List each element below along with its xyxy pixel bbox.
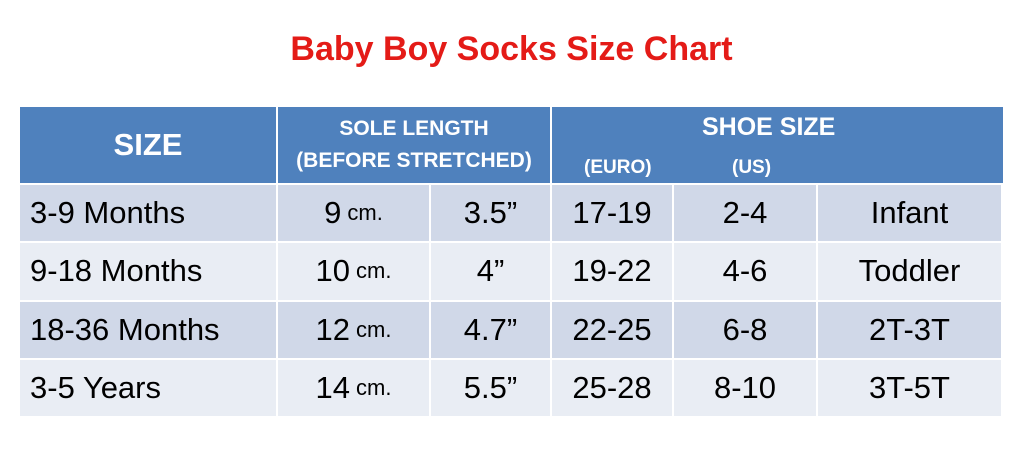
cell-text: 14 — [315, 369, 351, 405]
cell-text: 10 — [315, 253, 351, 289]
cell-text: 18-36 Months — [30, 311, 220, 347]
table-cell: 8-10 — [674, 357, 818, 416]
table-cell: 5.5” — [431, 357, 552, 416]
chart-title: Baby Boy Socks Size Chart — [290, 30, 733, 68]
table-cell: 22-25 — [552, 299, 674, 358]
table-cell: 17-19 — [552, 183, 674, 242]
table-cell: 2T-3T — [818, 299, 1003, 358]
cell-text: 12 — [315, 311, 351, 347]
cell-text: 4.7” — [463, 311, 518, 347]
table-cell: 4” — [431, 241, 552, 300]
table-cell: 9 cm. — [278, 183, 431, 242]
cell-text: 8-10 — [713, 369, 777, 405]
cell-text: 3-5 Years — [30, 369, 161, 405]
header-text: SHOE SIZE — [702, 113, 836, 141]
cell-text: 9-18 Months — [30, 253, 203, 289]
table-cell: 4-6 — [674, 241, 818, 300]
cell-unit: cm. — [356, 374, 392, 400]
header-text: (EURO) — [584, 157, 652, 178]
cell-text: 17-19 — [572, 195, 652, 231]
header-cell: SHOE SIZE (EURO) (US) — [552, 107, 1003, 183]
cell-text: 25-28 — [572, 369, 652, 405]
header-cell: SIZE — [20, 107, 278, 183]
table-cell: 10 cm. — [278, 241, 431, 300]
table-cell: Toddler — [818, 241, 1003, 300]
table-cell: 18-36 Months — [20, 299, 278, 358]
table-cell: 12 cm. — [278, 299, 431, 358]
header-text: SOLE LENGTH — [339, 117, 489, 140]
header-text: SIZE — [113, 127, 183, 162]
table-cell: 6-8 — [674, 299, 818, 358]
cell-text: 3.5” — [463, 195, 518, 231]
cell-unit: cm. — [347, 200, 383, 226]
cell-text: 3-9 Months — [30, 195, 186, 231]
table-cell: 3-9 Months — [20, 183, 278, 242]
table-cell: 3T-5T — [818, 357, 1003, 416]
cell-text: 4” — [476, 253, 505, 289]
table-cell: 19-22 — [552, 241, 674, 300]
table-cell: 14 cm. — [278, 357, 431, 416]
cell-text: Infant — [870, 195, 949, 231]
table-cell: Infant — [818, 183, 1003, 242]
cell-text: 2T-3T — [869, 311, 950, 347]
table-cell: 3.5” — [431, 183, 552, 242]
cell-text: 6-8 — [722, 311, 768, 347]
header-cell: SOLE LENGTH (BEFORE STRETCHED) — [278, 107, 552, 183]
cell-text: 19-22 — [572, 253, 652, 289]
table-cell: 3-5 Years — [20, 357, 278, 416]
header-text: (US) — [732, 157, 772, 178]
cell-text: 3T-5T — [869, 369, 950, 405]
header-text: (BEFORE STRETCHED) — [296, 149, 532, 172]
cell-text: 9 — [324, 195, 342, 231]
cell-text: Toddler — [858, 253, 961, 289]
cell-text: 22-25 — [572, 311, 652, 347]
table-cell: 25-28 — [552, 357, 674, 416]
cell-text: 2-4 — [722, 195, 768, 231]
cell-unit: cm. — [356, 258, 392, 284]
table-cell: 4.7” — [431, 299, 552, 358]
cell-text: 5.5” — [463, 369, 518, 405]
cell-text: 4-6 — [722, 253, 768, 289]
table-cell: 2-4 — [674, 183, 818, 242]
table-cell: 9-18 Months — [20, 241, 278, 300]
cell-unit: cm. — [356, 316, 392, 342]
